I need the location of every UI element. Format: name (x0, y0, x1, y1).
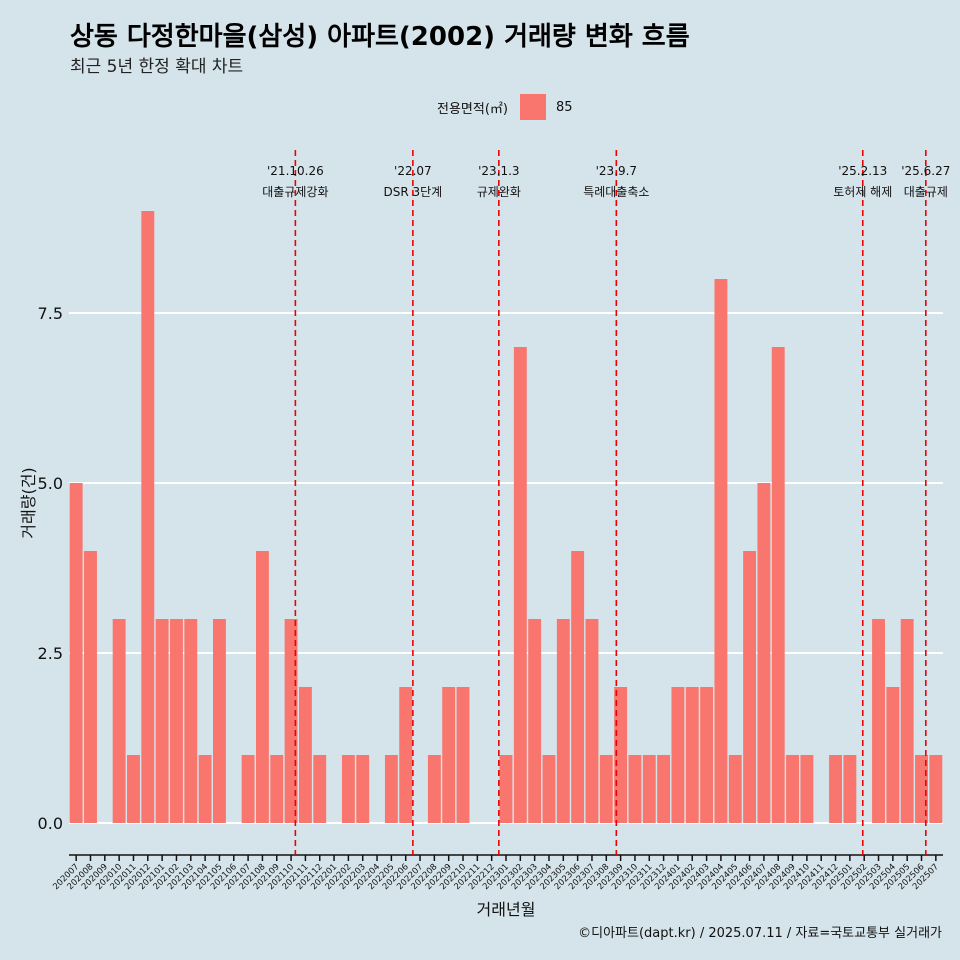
bar-202409 (786, 755, 800, 823)
bar-202307 (585, 619, 599, 823)
bar-202301 (499, 755, 513, 823)
bar-202205 (384, 755, 398, 823)
caption: ©디아파트(dapt.kr) / 2025.07.11 / 자료=국토교통부 실… (578, 926, 942, 941)
bar-202112 (313, 755, 327, 823)
legend-title: 전용면적(㎡) (437, 101, 508, 117)
bar-202405 (728, 755, 742, 823)
bar-202305 (556, 619, 570, 823)
bar-202311 (642, 755, 656, 823)
bar-202410 (800, 755, 814, 823)
bar-202401 (671, 687, 685, 823)
y-tick-label: 5.0 (38, 474, 63, 493)
bar-202102 (170, 619, 183, 823)
x-axis-title: 거래년월 (477, 900, 536, 919)
bar-202412 (829, 755, 842, 823)
y-tick-label: 2.5 (38, 644, 63, 663)
bar-202507 (929, 755, 943, 823)
bar-202203 (356, 755, 370, 823)
bar-202505 (900, 619, 914, 823)
bar-202108 (255, 551, 269, 823)
bar-202504 (886, 687, 900, 823)
bar-202210 (456, 687, 470, 823)
bar-202107 (241, 755, 255, 823)
bar-202008 (84, 551, 97, 823)
event-label: DSR 3단계 (384, 185, 443, 199)
bar-202206 (399, 687, 413, 823)
event-label: 규제완화 (477, 185, 521, 199)
bar-202406 (743, 551, 757, 823)
bar-202309 (614, 687, 628, 823)
bar-202202 (341, 755, 355, 823)
event-label: 토허제 해제 (833, 185, 892, 199)
bar-202402 (685, 687, 699, 823)
bar-202111 (298, 687, 312, 823)
bar-202010 (112, 619, 126, 823)
bar-202304 (542, 755, 556, 823)
bar-202209 (442, 687, 456, 823)
chart-subtitle: 최근 5년 한정 확대 차트 (70, 57, 244, 77)
y-tick-label: 7.5 (38, 304, 63, 323)
event-label: 대출규제 (904, 185, 948, 199)
bar-202506 (915, 755, 928, 823)
event-label: 특례대출축소 (583, 185, 649, 199)
bar-202408 (771, 347, 785, 823)
bar-202302 (513, 347, 527, 823)
bar-202303 (528, 619, 542, 823)
bar-202104 (198, 755, 212, 823)
bar-202306 (571, 551, 585, 823)
bar-202310 (628, 755, 642, 823)
bar-202103 (184, 619, 198, 823)
event-date-label: '25.6.27 (901, 164, 950, 178)
event-date-label: '21.10.26 (267, 164, 324, 178)
bar-202404 (714, 279, 728, 823)
chart-title: 상동 다정한마을(삼성) 아파트(2002) 거래량 변화 흐름 (70, 22, 690, 52)
event-date-label: '25.2.13 (838, 164, 887, 178)
bar-202012 (141, 211, 155, 823)
bar-202403 (700, 687, 714, 823)
bar-202407 (757, 483, 771, 823)
y-tick-label: 0.0 (38, 814, 63, 833)
bar-202105 (212, 619, 226, 823)
bar-202501 (843, 755, 857, 823)
bar-202208 (427, 755, 441, 823)
event-label: 대출규제강화 (262, 185, 328, 199)
legend-label-85: 85 (555, 99, 573, 115)
event-date-label: '23.1.3 (478, 164, 519, 178)
bar-202503 (872, 619, 885, 823)
bar-202110 (284, 619, 298, 823)
bar-202101 (155, 619, 169, 823)
bar-202011 (127, 755, 140, 823)
event-date-label: '23.9.7 (596, 164, 637, 178)
bar-202308 (599, 755, 613, 823)
event-date-label: '22.07 (394, 164, 432, 178)
legend-key-85 (519, 94, 546, 120)
bar-202109 (270, 755, 284, 823)
legend: 전용면적(㎡) 85 (437, 94, 573, 120)
y-axis-title: 거래량(건) (19, 467, 38, 538)
bar-202007 (69, 483, 83, 823)
bar-202312 (657, 755, 671, 823)
